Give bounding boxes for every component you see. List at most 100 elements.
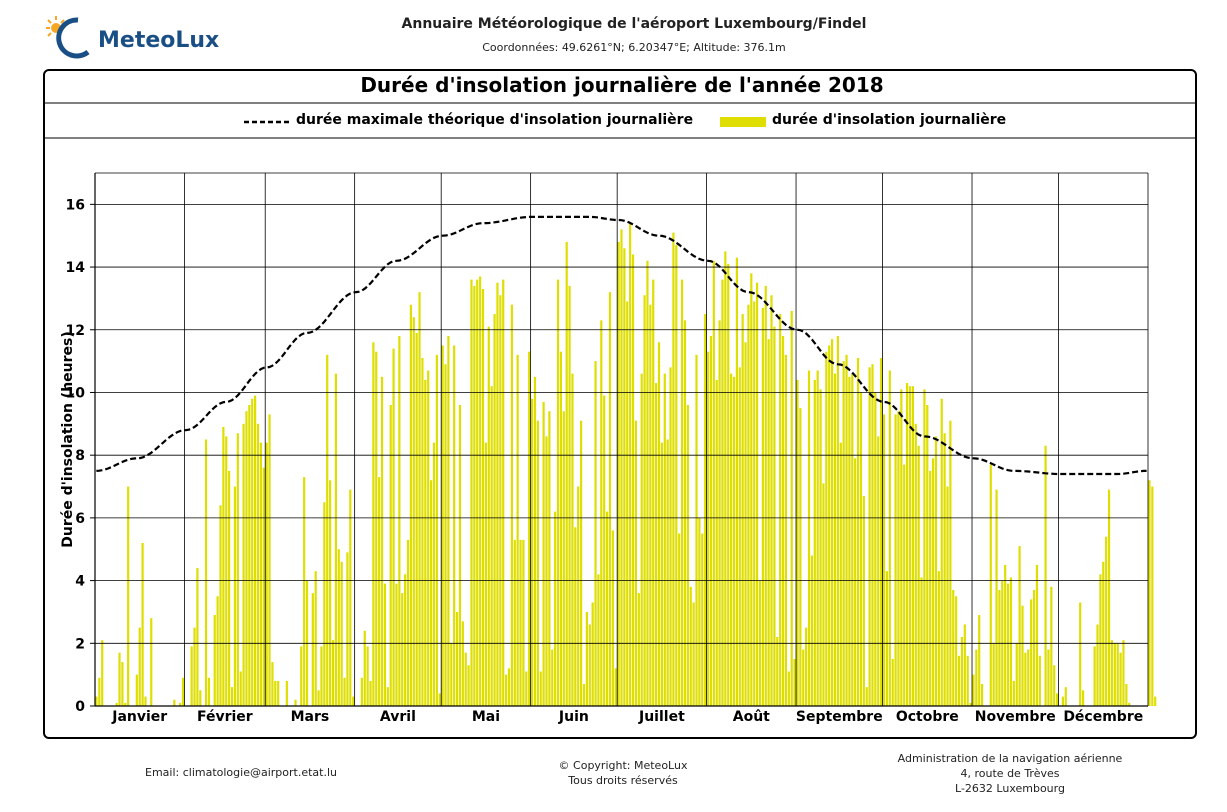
bar <box>424 379 427 706</box>
legend-label-max: durée maximale théorique d'insolation jo… <box>296 112 694 128</box>
x-tick-label: Juillet <box>638 709 685 725</box>
bar <box>533 376 537 706</box>
bar <box>992 643 995 706</box>
bar <box>663 373 666 706</box>
bar <box>1081 690 1085 706</box>
bar <box>877 436 880 706</box>
y-tick-label: 10 <box>66 385 86 401</box>
bar <box>1012 680 1015 706</box>
bar <box>435 354 438 706</box>
bar <box>617 241 620 706</box>
bar <box>179 702 182 706</box>
bar <box>1122 640 1125 706</box>
x-tick-label: Octobre <box>896 709 959 725</box>
bar <box>914 423 917 706</box>
bar <box>1056 693 1059 706</box>
bar <box>828 345 831 706</box>
bar <box>300 646 303 706</box>
bar <box>259 442 262 706</box>
bar <box>1105 536 1108 706</box>
bar <box>1125 684 1128 706</box>
bar <box>605 511 609 706</box>
bar <box>461 621 464 706</box>
logo-text: MeteoLux <box>98 28 220 53</box>
bar <box>262 467 265 706</box>
bar <box>346 552 349 706</box>
bar <box>386 687 389 706</box>
bar <box>750 273 753 706</box>
footer-email: Email: climatologie@airport.etat.lu <box>145 766 337 779</box>
bar <box>438 693 441 706</box>
bar <box>966 655 969 706</box>
bar <box>473 285 476 706</box>
bar <box>629 223 632 706</box>
bar <box>753 301 756 706</box>
bar <box>854 458 857 706</box>
bar <box>741 314 744 706</box>
footer-address: Administration de la navigation aérienne… <box>880 751 1140 796</box>
bar <box>900 389 903 706</box>
bar <box>556 279 560 706</box>
bar <box>138 627 141 706</box>
bar <box>790 310 793 706</box>
bar <box>822 483 825 706</box>
bar <box>1119 652 1122 706</box>
bar <box>657 342 661 706</box>
bar <box>476 279 479 706</box>
bar <box>1096 624 1099 706</box>
sun-icon <box>46 16 65 37</box>
bar <box>761 307 764 706</box>
bar <box>242 423 245 706</box>
bar <box>216 596 219 706</box>
bar <box>389 405 392 706</box>
bar <box>825 351 828 706</box>
bar <box>989 464 992 706</box>
bar <box>479 276 482 706</box>
bar <box>701 533 704 706</box>
bar <box>888 370 891 706</box>
bar <box>127 486 130 706</box>
bar <box>505 674 508 706</box>
legend-label-sunshine: durée d'insolation journalière <box>772 112 1007 128</box>
bar <box>372 342 375 706</box>
bar <box>1113 643 1116 706</box>
bar <box>957 655 961 706</box>
bar <box>1064 687 1067 706</box>
bar <box>856 357 860 706</box>
bar <box>614 668 617 706</box>
bar <box>574 527 577 706</box>
bar <box>842 361 845 706</box>
bar <box>680 279 684 706</box>
bar <box>597 574 600 706</box>
bar <box>871 364 874 706</box>
bar <box>747 304 750 706</box>
bar <box>380 376 384 706</box>
bar <box>366 646 369 706</box>
bar <box>833 373 837 706</box>
bar <box>398 336 401 706</box>
bar <box>150 618 153 706</box>
bar <box>470 279 473 706</box>
bar <box>326 354 329 706</box>
x-tick-label: Juin <box>558 709 589 725</box>
bar <box>294 699 297 706</box>
bar <box>851 373 854 706</box>
bar <box>934 436 938 706</box>
bar <box>516 354 519 706</box>
x-tick-label: Mai <box>472 709 500 725</box>
bar <box>952 589 955 706</box>
bar <box>730 373 733 706</box>
bar <box>652 279 655 706</box>
bar <box>285 680 288 706</box>
bar <box>686 405 689 706</box>
bar <box>781 336 785 706</box>
bar <box>666 439 669 706</box>
bar <box>334 373 337 706</box>
bar <box>689 586 692 706</box>
bar <box>608 292 612 706</box>
bar <box>906 383 909 706</box>
bar <box>432 442 436 706</box>
bar <box>880 357 883 706</box>
bar <box>525 671 528 706</box>
x-tick-label: Novembre <box>975 709 1056 725</box>
